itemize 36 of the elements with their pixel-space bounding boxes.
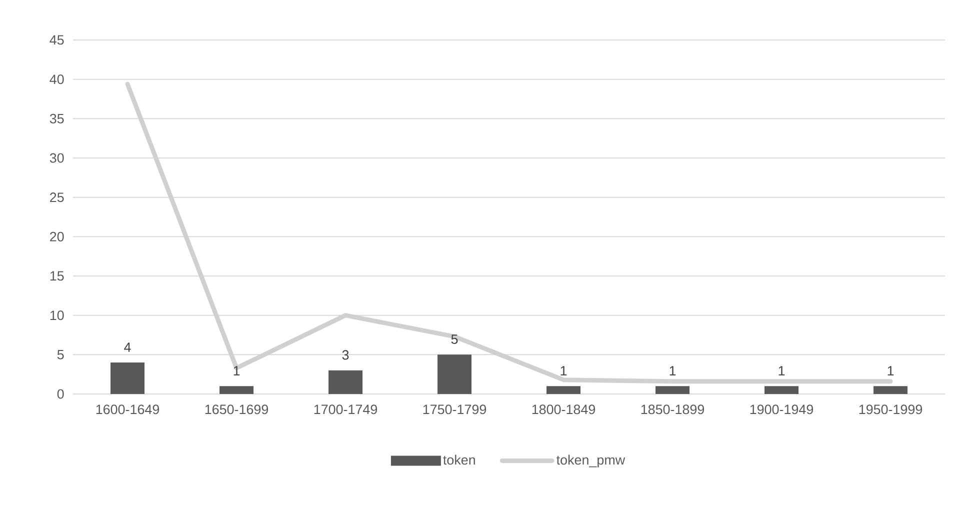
x-tick-label: 1700-1749 (314, 404, 378, 414)
legend-label: token_pmw (556, 454, 626, 468)
data-label: 1 (234, 366, 240, 376)
x-tick-label: 1750-1799 (423, 404, 486, 414)
bar (220, 386, 254, 394)
y-tick-label: 5 (57, 350, 64, 360)
data-label: 1 (778, 366, 785, 376)
bar (328, 370, 363, 394)
data-label: 5 (451, 334, 458, 344)
y-tick-label: 0 (57, 389, 64, 399)
y-tick-label: 35 (50, 114, 64, 124)
y-tick-label: 30 (50, 153, 64, 163)
legend-label: token (443, 454, 475, 465)
x-tick-label: 1800-1849 (532, 404, 596, 414)
x-tick-label: 1950-1999 (859, 404, 922, 414)
y-tick-label: 45 (50, 35, 64, 45)
x-tick-label: 1900-1949 (750, 404, 814, 414)
bar (110, 362, 145, 394)
data-label: 3 (342, 350, 349, 360)
y-tick-label: 25 (50, 192, 64, 202)
x-tick-label: 1650-1699 (205, 404, 268, 414)
bar (764, 386, 799, 394)
data-label: 1 (560, 366, 567, 376)
bar (874, 386, 908, 394)
data-label: 1 (670, 366, 676, 376)
bar (438, 354, 472, 394)
y-tick-label: 15 (50, 271, 64, 281)
x-tick-label: 1850-1899 (641, 404, 704, 414)
data-label: 4 (124, 342, 131, 352)
x-tick-label: 1600-1649 (96, 404, 160, 414)
bar (656, 386, 690, 394)
bar (546, 386, 581, 394)
y-tick-label: 20 (50, 232, 64, 242)
y-tick-label: 40 (50, 74, 64, 84)
data-label: 1 (888, 366, 894, 376)
y-tick-label: 10 (50, 310, 64, 320)
